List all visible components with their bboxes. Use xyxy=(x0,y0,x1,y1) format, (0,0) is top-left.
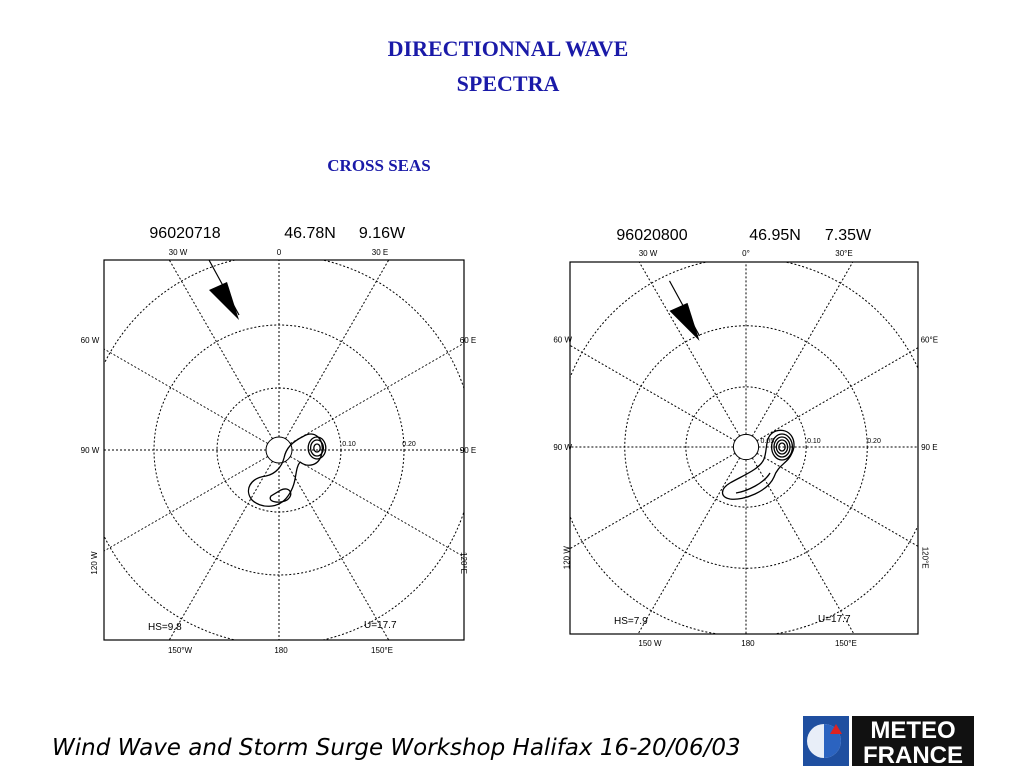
spectrum-contours xyxy=(721,429,795,500)
radial-line xyxy=(570,452,736,550)
radial-line xyxy=(104,456,268,552)
direction-label: 120 W xyxy=(90,551,99,575)
radial-line xyxy=(756,452,918,547)
logo-arrow xyxy=(830,724,842,734)
direction-label: 60 W xyxy=(81,336,100,345)
plot-frame xyxy=(569,261,919,635)
radial-line xyxy=(168,461,273,640)
direction-label: 0 xyxy=(277,248,282,257)
radial-line xyxy=(290,456,464,558)
date: 96020800 xyxy=(616,227,687,244)
ring-label: 0.10 xyxy=(342,441,356,448)
direction-label: 120°E xyxy=(921,547,930,569)
contour xyxy=(269,488,292,503)
longitude: 7.35W xyxy=(825,227,872,244)
direction-label: 60 E xyxy=(460,336,476,345)
ring-label: 0.20 xyxy=(867,438,881,445)
direction-label: 90 W xyxy=(81,446,100,455)
contour xyxy=(313,443,321,453)
logo-text: METEO xyxy=(870,717,955,744)
contour xyxy=(778,442,786,452)
polar-grid xyxy=(104,260,464,640)
radial-line xyxy=(756,347,918,442)
direction-label: 90 E xyxy=(921,443,937,452)
polar-plot: 96020718 46.78N 9.16W 30 W 0 30 E 60 W 60 E 90 W… xyxy=(81,225,477,655)
direction-label: 60 W xyxy=(553,335,572,344)
center-circle xyxy=(732,433,760,461)
logo-box xyxy=(852,716,974,766)
direction-label: 150 W xyxy=(638,639,662,648)
date: 96020718 xyxy=(149,225,220,242)
radial-line xyxy=(168,260,273,439)
subtitle: CROSS SEAS xyxy=(327,156,430,175)
contour xyxy=(309,439,325,457)
direction-label: 0° xyxy=(742,249,750,258)
wind-arrow-head xyxy=(209,282,239,320)
hs-label: HS=9.8 xyxy=(148,622,182,633)
radial-line xyxy=(637,457,741,634)
radial-line xyxy=(290,342,464,444)
contour xyxy=(247,433,323,507)
ring xyxy=(685,386,807,508)
radial-line xyxy=(104,348,268,444)
contour xyxy=(770,433,794,461)
center-circle xyxy=(265,436,293,464)
radial-line xyxy=(751,262,854,437)
direction-label: 150°W xyxy=(168,646,193,655)
radial-line xyxy=(751,457,855,634)
direction-label: 180 xyxy=(274,646,288,655)
radial-line xyxy=(638,262,741,437)
contour xyxy=(773,436,791,458)
direction-label: 30°E xyxy=(835,249,852,258)
title: SPECTRA xyxy=(457,71,560,96)
footer: Wind Wave and Storm Surge Workshop Halif… xyxy=(52,735,741,761)
title: DIRECTIONNAL WAVE xyxy=(388,36,629,61)
direction-label: 60°E xyxy=(921,335,938,344)
direction-label: 90 E xyxy=(460,446,476,455)
radial-line xyxy=(285,461,390,640)
direction-label: 90 W xyxy=(553,443,572,452)
direction-label: 30 W xyxy=(169,248,188,257)
polar-grid xyxy=(570,262,918,634)
polar-plot: 96020800 46.95N 7.35W 30 W 0° 30°E 60 W 60°E 90 … xyxy=(553,227,938,648)
ring-label: 0.10 xyxy=(807,438,821,445)
u-label: U=17.7 xyxy=(364,620,397,631)
hs-label: HS=7.9 xyxy=(614,616,648,627)
latitude: 46.78N xyxy=(284,225,336,242)
contour xyxy=(721,429,795,500)
contour xyxy=(307,436,327,460)
direction-label: 180 xyxy=(741,639,755,648)
direction-label: 150°E xyxy=(371,646,393,655)
radial-line xyxy=(285,260,390,439)
direction-label: 30 E xyxy=(372,248,388,257)
wind-arrow-head xyxy=(669,302,700,341)
u-label: U=17.7 xyxy=(818,614,851,625)
direction-label: 150°E xyxy=(835,639,857,648)
spectrum-contours xyxy=(247,433,327,507)
ring-label: 0.20 xyxy=(402,441,416,448)
latitude: 46.95N xyxy=(749,227,801,244)
logo-text: FRANCE xyxy=(863,742,963,768)
longitude: 9.16W xyxy=(359,225,406,242)
logo: METEO FRANCE xyxy=(803,716,974,768)
direction-label: 30 W xyxy=(639,249,658,258)
direction-label: 120°E xyxy=(459,552,468,574)
direction-label: 120 W xyxy=(562,546,571,570)
contour xyxy=(775,439,789,455)
radial-line xyxy=(570,344,736,442)
contour xyxy=(735,472,771,494)
